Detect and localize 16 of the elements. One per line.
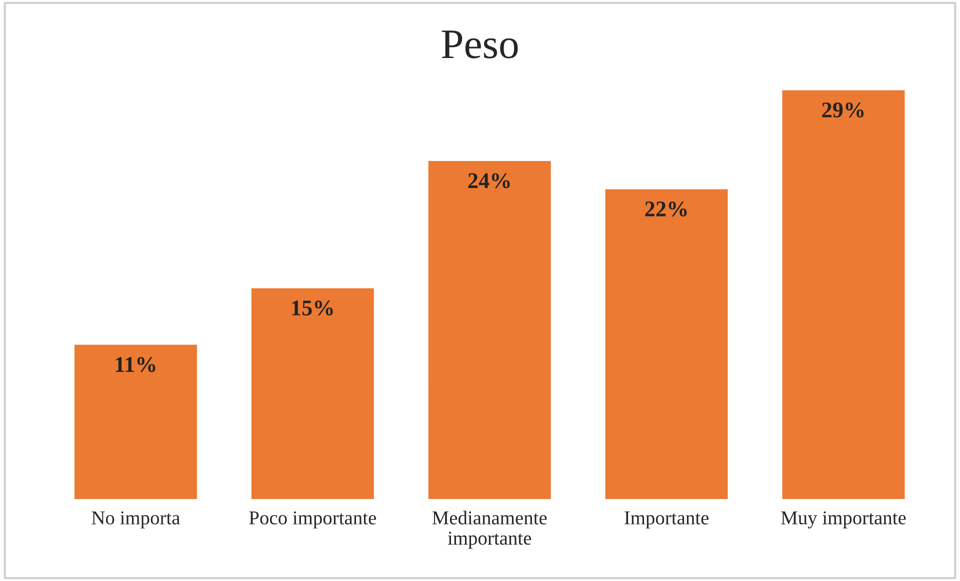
bar bbox=[426, 160, 552, 500]
x-tick-label: Importante bbox=[624, 512, 709, 528]
x-tick-label: Poco importante bbox=[249, 511, 376, 528]
chart-title: Peso bbox=[442, 30, 518, 58]
x-tick-label: No importa bbox=[92, 511, 180, 528]
data-label: 15% bbox=[292, 300, 333, 316]
data-label: 29% bbox=[822, 102, 864, 118]
data-label: 11% bbox=[116, 357, 156, 372]
bar bbox=[780, 88, 906, 500]
bar bbox=[604, 188, 730, 500]
bar bbox=[250, 286, 376, 500]
x-tick-label: Medianamente importante bbox=[432, 510, 547, 549]
data-label: 24% bbox=[468, 173, 510, 188]
data-label: 22% bbox=[645, 201, 687, 217]
bar bbox=[73, 343, 198, 500]
x-tick-label: Muy importante bbox=[781, 511, 906, 528]
